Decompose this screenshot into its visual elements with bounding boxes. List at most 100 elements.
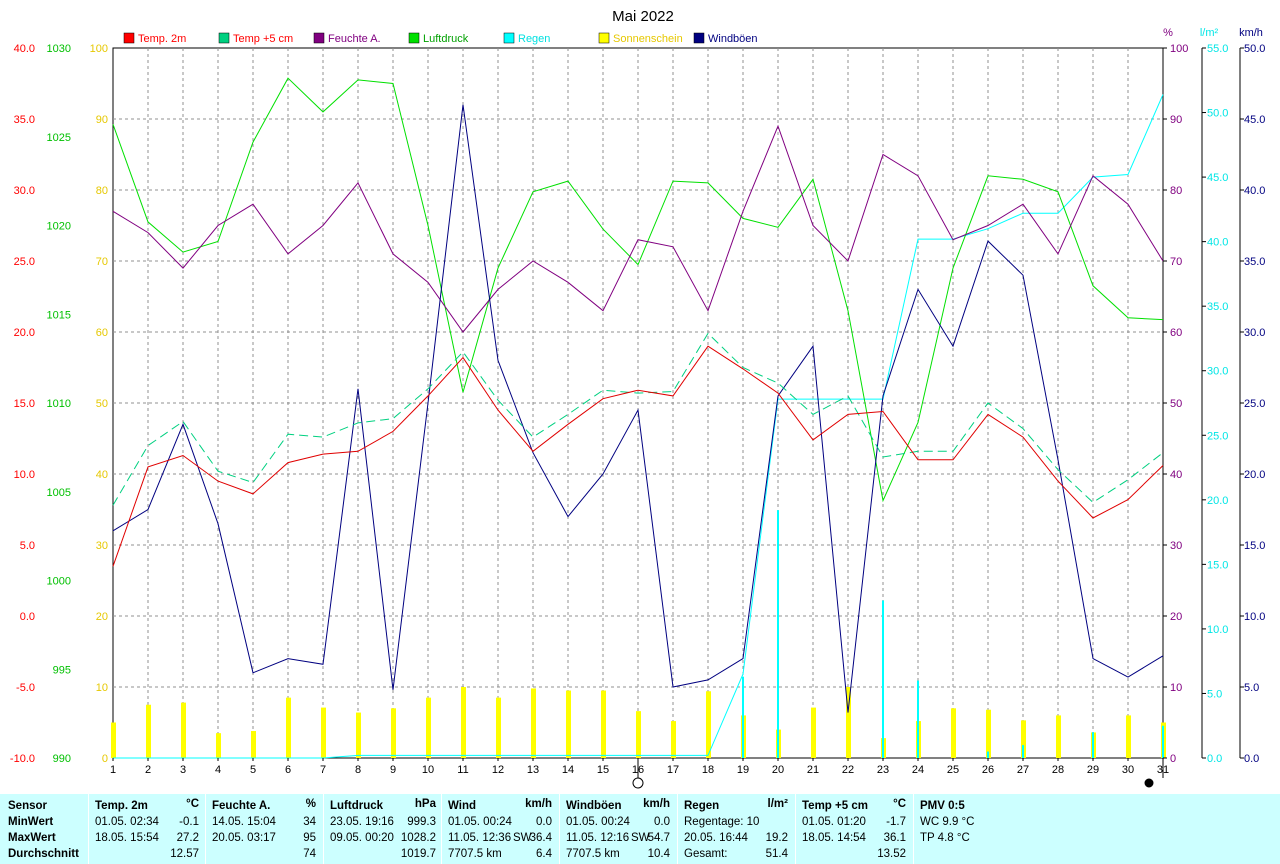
undefined-tick-label: 1020 xyxy=(47,221,71,233)
sunshine-bar xyxy=(146,704,151,758)
stats-rain-days: Regentage: 10 xyxy=(684,816,760,828)
day-tick-label: 11 xyxy=(457,764,468,776)
sunshine-bar xyxy=(1021,720,1026,758)
moon-markers xyxy=(632,758,1164,789)
stats-pmv-wc: WC 9.9 °C xyxy=(920,816,975,828)
day-tick-label: 25 xyxy=(947,764,959,776)
undefined-tick-label: 90 xyxy=(96,114,108,126)
day-tick-label: 28 xyxy=(1052,764,1064,776)
stats-pressure-title: Luftdruck xyxy=(330,800,384,812)
stats-humidity-min: 34 xyxy=(303,816,316,828)
undefined-tick-label: 15.0 xyxy=(14,398,35,410)
weather-chart: Mai 2022 40.035.030.025.020.015.010.05.0… xyxy=(10,0,1265,789)
stats-humidity: Feuchte A. % 14.05. 15:04 34 20.05. 03:1… xyxy=(212,794,318,864)
legend: Temp. 2m Temp +5 cm Feuchte A. Luftdruck Reg… xyxy=(123,32,758,45)
temp2m-line xyxy=(112,345,1164,567)
divider xyxy=(205,794,206,864)
stats-gusts-unit: km/h xyxy=(643,798,670,810)
humidity-axis-unit-label: % xyxy=(1163,27,1173,39)
humidity-axis-tick-label: 30 xyxy=(1170,540,1182,552)
undefined-tick-label: 80 xyxy=(96,185,108,197)
rain-axis-tick-label: 15.0 xyxy=(1207,559,1228,571)
legend-label: Regen xyxy=(518,33,550,45)
stats-temp5cm: Temp +5 cm °C 01.05. 01:20 -1.7 18.05. 1… xyxy=(802,794,908,864)
stats-pmv: PMV 0:5 WC 9.9 °C TP 4.8 °C xyxy=(920,794,1020,864)
legend-label: Windböen xyxy=(708,33,758,45)
stats-rain-max-ts: 20.05. 16:44 xyxy=(684,832,748,844)
sunshine-bar xyxy=(286,697,291,758)
wind-axis-tick-label: 0.0 xyxy=(1244,753,1259,765)
stats-temp5cm-min: -1.7 xyxy=(886,816,906,828)
undefined-tick-label: 1000 xyxy=(47,576,71,588)
stats-temp2m-min-ts: 01.05. 02:34 xyxy=(95,816,159,828)
undefined-tick-label: 35.0 xyxy=(14,114,35,126)
undefined-tick-label: 20 xyxy=(96,611,108,623)
rain-bar xyxy=(1022,745,1024,758)
rain-axis-tick-label: 50.0 xyxy=(1207,108,1228,120)
legend-label: Temp. 2m xyxy=(138,33,186,45)
undefined-tick-label: 1025 xyxy=(47,132,71,144)
sunshine-bar xyxy=(321,707,326,758)
rain-axis-tick-label: 35.0 xyxy=(1207,301,1228,313)
stats-row-avg: Durchschnitt xyxy=(8,848,79,860)
pressure-line xyxy=(112,77,1164,503)
stats-gusts-max: 54.7 xyxy=(647,832,670,844)
stats-pressure: Luftdruck hPa 23.05. 19:16 999.3 09.05. … xyxy=(330,794,438,864)
legend-swatch xyxy=(598,32,610,44)
stats-wind-max-dir: SW xyxy=(513,832,532,844)
day-tick-label: 21 xyxy=(807,764,819,776)
legend-label: Luftdruck xyxy=(423,33,469,45)
undefined-tick-label: 30.0 xyxy=(14,185,35,197)
undefined-tick-label: 70 xyxy=(96,256,108,268)
sunshine-bar xyxy=(671,721,676,758)
day-tick-label: 23 xyxy=(877,764,889,776)
legend-swatch xyxy=(313,32,325,44)
humidity-axis-tick-label: 20 xyxy=(1170,611,1182,623)
wind-axis-tick-label: 35.0 xyxy=(1244,256,1265,268)
stats-gusts-distance: 7707.5 km xyxy=(566,848,620,860)
undefined-tick-label: 40.0 xyxy=(14,43,35,55)
stats-gusts: Windböen km/h 01.05. 00:24 0.0 11.05. 12… xyxy=(566,794,672,864)
undefined-tick-label: 20.0 xyxy=(14,327,35,339)
sunshine-bar xyxy=(986,709,991,758)
stats-wind-avg: 6.4 xyxy=(536,848,552,860)
stats-sensor: Sensor MinWert MaxWert Durchschnitt xyxy=(8,794,88,864)
humidity-axis-tick-label: 100 xyxy=(1170,43,1188,55)
rain-axis-tick-label: 55.0 xyxy=(1207,43,1228,55)
rain-axis-tick-label: 10.0 xyxy=(1207,624,1228,636)
rain-bar xyxy=(917,680,919,758)
stats-temp5cm-avg: 13.52 xyxy=(877,848,906,860)
stats-wind-min: 0.0 xyxy=(536,816,552,828)
divider xyxy=(913,794,914,864)
undefined-tick-label: 1030 xyxy=(47,43,71,55)
stats-humidity-unit: % xyxy=(305,798,316,810)
stats-temp2m-max: 27.2 xyxy=(176,832,199,844)
sunshine-bar xyxy=(846,687,851,758)
sunshine-bar xyxy=(216,733,221,758)
new-moon-icon xyxy=(1144,778,1154,788)
rain-axis-tick-label: 20.0 xyxy=(1207,495,1228,507)
day-tick-label: 19 xyxy=(737,764,749,776)
day-tick-label: 24 xyxy=(912,764,924,776)
legend-label: Feuchte A. xyxy=(328,33,381,45)
day-tick-label: 22 xyxy=(842,764,854,776)
stats-row-min: MinWert xyxy=(8,816,54,828)
sunshine-bar xyxy=(951,708,956,758)
undefined-unit-label: hPa xyxy=(51,0,71,3)
undefined-tick-label: 5.0 xyxy=(20,540,35,552)
sunshine-bar xyxy=(1126,715,1131,758)
divider xyxy=(795,794,796,864)
sunshine-bar xyxy=(356,712,361,758)
undefined-unit-label: h xyxy=(102,0,108,3)
stats-temp5cm-max: 36.1 xyxy=(883,832,906,844)
day-tick-label: 12 xyxy=(492,764,504,776)
rain-axis-tick-label: 45.0 xyxy=(1207,172,1228,184)
day-tick-label: 20 xyxy=(772,764,784,776)
undefined-tick-label: 0.0 xyxy=(20,611,35,623)
stats-pressure-max-ts: 09.05. 00:20 xyxy=(330,832,394,844)
day-tick-label: 29 xyxy=(1087,764,1099,776)
stats-wind-title: Wind xyxy=(448,800,476,812)
stats-temp2m-unit: °C xyxy=(186,798,199,810)
sunshine-bar xyxy=(111,722,116,758)
humidity-line xyxy=(112,124,1164,333)
